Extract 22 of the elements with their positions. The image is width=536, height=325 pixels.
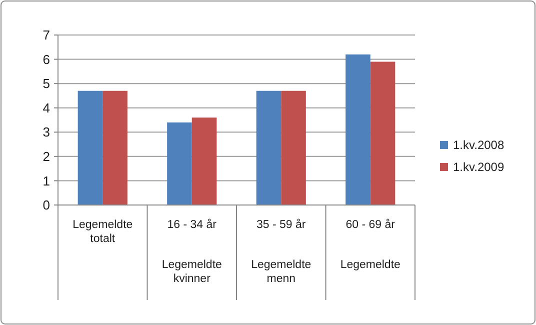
y-tick-label: 7 [42,28,50,43]
bar [167,122,192,205]
category-label: 60 - 69 år Legemeldte [340,219,400,271]
y-tick-label: 1 [42,173,50,188]
y-tick-label: 4 [42,100,50,116]
y-tick-label: 3 [42,124,50,140]
bar [256,90,282,205]
y-tick-label: 5 [42,76,50,92]
y-tick-label: 0 [42,198,50,213]
legend-label: 1.kv.2009 [453,160,504,174]
y-tick-label: 6 [42,52,50,67]
category-label: 16 - 34 år Legemeldte kvinner [162,219,222,285]
bar [281,90,306,205]
bar [346,54,370,205]
y-tick-label: 2 [42,148,50,164]
x-tick-label: Legemeldte totalt [72,219,133,245]
legend-label: 1.kv.2008 [453,138,504,152]
bar [102,90,128,205]
bar [192,118,217,205]
bar [78,90,103,205]
category-label: 35 - 59 år Legemeldte menn [251,219,312,285]
bar [370,62,396,205]
